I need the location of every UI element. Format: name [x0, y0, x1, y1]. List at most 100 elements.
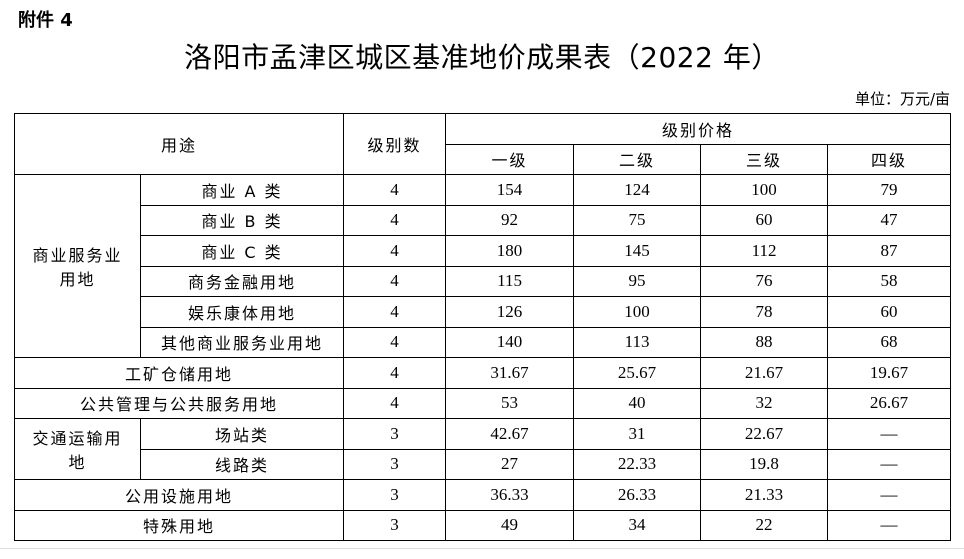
price-cell-level-2: 31 [573, 418, 702, 450]
price-cell-level-4: 79 [827, 174, 952, 206]
header-level-price: 级别价格 [445, 113, 952, 145]
category-cell: 公用设施用地 [13, 479, 345, 511]
table-row: 商务金融用地 4 115 95 76 58 [15, 265, 952, 297]
price-cell-level-1: 53 [445, 387, 575, 419]
category-cell: 公共管理与公共服务用地 [13, 387, 345, 419]
price-cell-level-1: 36.33 [445, 479, 575, 511]
price-cell-level-3: 100 [700, 174, 829, 206]
price-cell-level-2: 26.33 [573, 479, 702, 511]
category-cell: 工矿仓储用地 [13, 357, 345, 389]
table-row: 工矿仓储用地 4 31.67 25.67 21.67 19.67 [13, 357, 952, 389]
level-count-cell: 4 [343, 174, 447, 206]
header-level-4: 四级 [827, 143, 952, 175]
header-levels-row: 一级 二级 三级 四级 [15, 143, 952, 175]
price-cell-level-1: 42.67 [445, 418, 575, 450]
price-cell-level-1: 49 [445, 509, 575, 541]
price-cell-level-2: 100 [573, 296, 702, 328]
table-row: 商业 B 类 4 92 75 60 47 [15, 204, 952, 236]
subcategory-cell: 商业 B 类 [139, 204, 345, 236]
price-cell-level-3: 88 [700, 326, 829, 358]
table-row: 交通运输用地 场站类 3 42.67 31 22.67— [14, 418, 952, 480]
price-cell-level-4: 68 [827, 326, 952, 358]
price-cell-level-4: 26.67 [827, 387, 952, 419]
price-cell-level-2: 25.67 [573, 357, 702, 389]
price-cell-level-2: 75 [573, 204, 702, 236]
level-count-cell: 4 [343, 235, 447, 267]
table-row: 公用设施用地 3 36.33 26.33 21.33— [13, 479, 952, 511]
level-count-cell: 3 [343, 448, 447, 480]
price-cell-level-2: 34 [573, 509, 702, 541]
price-cell-level-1: 31.67 [445, 357, 575, 389]
price-cell-level-2: 95 [573, 265, 702, 297]
price-cell-level-4: 87 [827, 235, 952, 267]
price-cell-level-4: — [827, 509, 952, 541]
table-row: 特殊用地 3 49 34 22— [13, 509, 952, 541]
price-cell-level-1: 154 [445, 174, 575, 206]
level-count-cell: 4 [343, 387, 447, 419]
price-cell-level-4: 60 [827, 296, 952, 328]
price-cell-level-3: 21.67 [700, 357, 829, 389]
subcategory-cell: 商业 C 类 [139, 235, 345, 267]
price-cell-level-4: — [827, 418, 952, 450]
subcategory-cell: 其他商业服务业用地 [139, 326, 345, 358]
price-cell-level-3: 78 [700, 296, 829, 328]
subcategory-cell: 商务金融用地 [139, 265, 345, 297]
unit-label: 单位：万元/亩 [854, 90, 950, 108]
price-cell-level-1: 180 [445, 235, 575, 267]
level-count-cell: 4 [343, 204, 447, 236]
page-edge [0, 548, 964, 549]
subcategory-cell: 娱乐康体用地 [139, 296, 345, 328]
price-cell-level-1: 126 [445, 296, 575, 328]
price-cell-level-3: 112 [700, 235, 829, 267]
price-cell-level-2: 124 [573, 174, 702, 206]
price-cell-level-1: 92 [445, 204, 575, 236]
price-cell-level-3: 60 [700, 204, 829, 236]
group-name-cell: 商业服务业用地 [14, 174, 141, 358]
subcategory-cell: 商业 A 类 [139, 174, 345, 206]
table-row: 公共管理与公共服务用地 4 53 40 32 26.67 [13, 387, 952, 419]
category-cell: 特殊用地 [13, 509, 345, 541]
price-cell-level-3: 19.8 [700, 448, 829, 480]
header-level-3: 三级 [700, 143, 829, 175]
price-cell-level-4: 47 [827, 204, 952, 236]
price-cell-level-3: 76 [700, 265, 829, 297]
price-cell-level-1: 115 [445, 265, 575, 297]
header-use: 用途 [13, 113, 345, 175]
page-title: 洛阳市孟津区城区基准地价成果表（2022 年） [184, 41, 780, 74]
price-cell-level-1: 140 [445, 326, 575, 358]
subcategory-cell: 线路类 [139, 448, 345, 480]
header-level-count: 级别数 [343, 113, 447, 175]
price-cell-level-2: 22.33 [573, 448, 702, 480]
price-cell-level-3: 21.33 [700, 479, 829, 511]
table-row: 线路类 3 27 22.33 19.8— [15, 448, 952, 480]
price-cell-level-3: 32 [700, 387, 829, 419]
table-row: 商业服务业用地 商业 A 类 4 154 124 100 79 [14, 174, 952, 358]
price-cell-level-2: 145 [573, 235, 702, 267]
price-cell-level-1: 27 [445, 448, 575, 480]
level-count-cell: 3 [343, 418, 447, 450]
price-cell-level-4: — [827, 479, 952, 511]
header-row: 用途 级别数 级别价格 [13, 113, 952, 175]
group-name-cell: 交通运输用地 [14, 418, 141, 480]
attachment-label: 附件 4 [18, 10, 73, 31]
price-cell-level-4: 19.67 [827, 357, 952, 389]
subcategory-cell: 场站类 [139, 418, 345, 450]
level-count-cell: 4 [343, 326, 447, 358]
land-price-table: 用途 级别数 级别价格 一级 二级 三级 四级 商业服务业用地 商业 A 类 4 15… [13, 113, 952, 541]
price-cell-level-2: 40 [573, 387, 702, 419]
price-cell-level-3: 22 [700, 509, 829, 541]
level-count-cell: 4 [343, 296, 447, 328]
level-count-cell: 3 [343, 479, 447, 511]
table-row: 商业 C 类 4 180 145 112 87 [15, 235, 952, 267]
table-row: 其他商业服务业用地 4 140 113 88 68 [15, 326, 952, 358]
header-level-2: 二级 [573, 143, 702, 175]
header-level-1: 一级 [445, 143, 575, 175]
price-cell-level-2: 113 [573, 326, 702, 358]
price-cell-level-4: — [827, 448, 952, 480]
level-count-cell: 4 [343, 265, 447, 297]
price-cell-level-4: 58 [827, 265, 952, 297]
table-row: 娱乐康体用地 4 126 100 78 60 [15, 296, 952, 328]
price-cell-level-3: 22.67 [700, 418, 829, 450]
level-count-cell: 4 [343, 357, 447, 389]
level-count-cell: 3 [343, 509, 447, 541]
